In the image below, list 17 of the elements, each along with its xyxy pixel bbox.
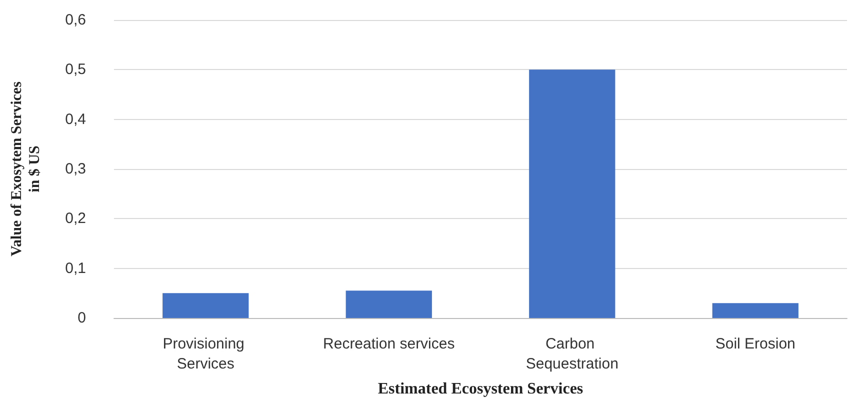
y-tick-label: 0,4 xyxy=(65,110,86,128)
x-tick-label: Soil Erosion xyxy=(715,336,796,352)
x-tick-label: Carbon Sequestration xyxy=(526,336,618,372)
bar xyxy=(712,303,798,318)
bar xyxy=(346,290,432,318)
x-tick-label: Recreation services xyxy=(323,336,455,352)
y-tick-label: 0,6 xyxy=(65,12,86,28)
bar xyxy=(529,70,616,318)
y-axis-title: Value of Exosytem Services in $ US xyxy=(9,81,43,256)
y-tick-label: 0,5 xyxy=(65,61,86,78)
y-tick-label: 0,1 xyxy=(65,260,86,277)
x-axis-title: Estimated Ecosystem Services xyxy=(378,380,584,398)
bar xyxy=(162,293,249,318)
x-tick-label: Provisioning Services xyxy=(162,336,249,372)
y-tick-label: 0,3 xyxy=(65,160,86,178)
y-tick-label: 0,2 xyxy=(65,210,86,228)
y-tick-label: 0 xyxy=(78,310,86,326)
